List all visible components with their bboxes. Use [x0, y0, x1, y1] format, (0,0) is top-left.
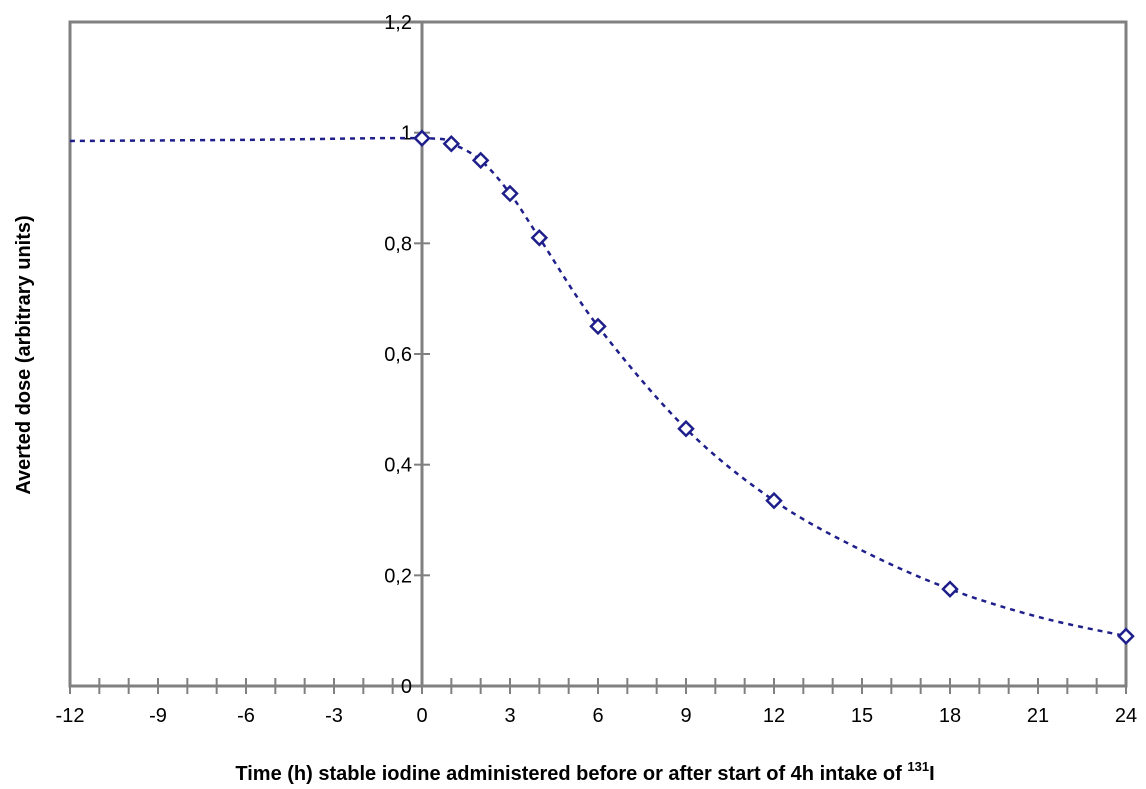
data-point-diamond [501, 184, 519, 203]
plot-border [68, 20, 1128, 688]
y-tick-label: 0,4 [384, 455, 412, 477]
x-tick-label: 0 [416, 705, 427, 727]
x-tick-label: 21 [1027, 705, 1049, 727]
data-point-diamond [765, 491, 783, 510]
x-tick-label: -9 [149, 705, 167, 727]
data-point-diamond [413, 129, 431, 147]
y-tick-label: 0,2 [384, 565, 412, 587]
x-axis-title-suffix: I [929, 763, 935, 785]
x-tick-label: 12 [763, 705, 785, 727]
x-tick-label: -12 [56, 705, 85, 727]
data-point-diamond [589, 317, 607, 336]
x-tick-label: 9 [680, 705, 691, 727]
x-tick-label: 3 [504, 705, 515, 727]
x-axis-title: Time (h) stable iodine administered befo… [235, 759, 934, 785]
y-tick-label: 1,2 [384, 12, 412, 34]
y-tick-label: 0 [401, 676, 412, 698]
trend-line [69, 136, 1127, 638]
data-point-diamond [530, 229, 549, 247]
data-point-diamond [442, 134, 461, 153]
y-axis-title: Averted dose (arbitrary units) [13, 215, 35, 494]
y-tick-label: 1 [401, 123, 412, 145]
x-axis-title-superscript: 131 [907, 759, 929, 774]
x-tick-label: -6 [237, 705, 255, 727]
data-point-diamond [1117, 627, 1135, 645]
series-layer [69, 129, 1135, 645]
x-tick-label: 24 [1115, 705, 1137, 727]
x-axis-title-main: Time (h) stable iodine administered befo… [235, 763, 907, 785]
y-tick-label: 0,8 [384, 233, 412, 255]
axes [70, 22, 1126, 688]
x-tick-label: 18 [939, 705, 961, 727]
y-ticks: 0 0,2 0,4 0,6 0,8 1 1,2 [384, 12, 430, 698]
x-tick-label: 15 [851, 705, 873, 727]
data-point-diamond [677, 419, 695, 438]
data-point-diamond [471, 151, 490, 170]
plot-frame [68, 20, 1128, 688]
data-point-diamond [941, 580, 959, 598]
x-tick-label: -3 [325, 705, 343, 727]
x-ticks: -12 -9 -6 -3 0 3 6 9 12 15 18 21 24 [56, 678, 1137, 727]
x-tick-label: 6 [592, 705, 603, 727]
y-tick-label: 0,6 [384, 344, 412, 366]
